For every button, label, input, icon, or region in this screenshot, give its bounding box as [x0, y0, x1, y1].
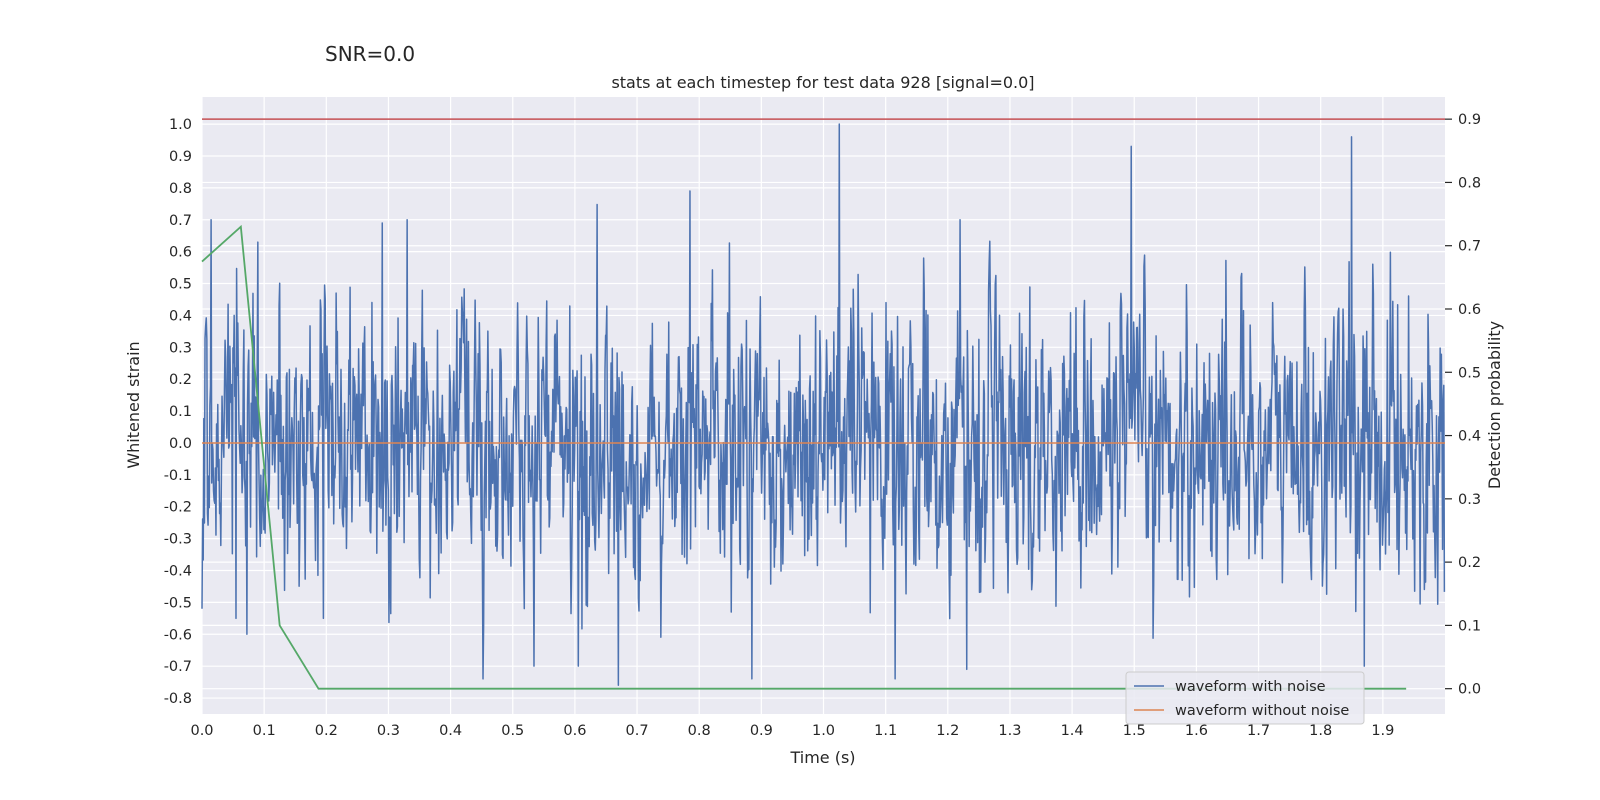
x-tick-label: 0.0	[190, 723, 213, 739]
legend: waveform with noise waveform without noi…	[1125, 671, 1365, 725]
y2-tick-label: 0.5	[1458, 365, 1481, 381]
legend-label-waveform-without-noise: waveform without noise	[1175, 703, 1349, 719]
y2-tick-label: 0.8	[1458, 175, 1481, 191]
y2-tick-label: 0.7	[1458, 239, 1481, 255]
y-tick-label: 0.8	[169, 181, 192, 197]
legend-label-waveform-with-noise: waveform with noise	[1175, 679, 1326, 695]
x-tick-label: 1.9	[1371, 723, 1394, 739]
x-tick-label: 1.8	[1309, 723, 1332, 739]
y2-tick-label: 0.6	[1458, 302, 1481, 318]
y-tick-label: -0.5	[164, 595, 192, 611]
y-tick-label: -0.2	[164, 500, 192, 516]
y-tick-label: 0.7	[169, 213, 192, 229]
x-tick-label: 1.4	[1061, 723, 1084, 739]
y-tick-label: -0.8	[164, 691, 192, 707]
plot-series	[201, 118, 1446, 690]
y-tick-label: 0.0	[169, 436, 192, 452]
x-tick-label: 0.1	[253, 723, 276, 739]
series-waveform-with-noise	[201, 123, 1446, 687]
x-axis-label: Time (s)	[789, 748, 855, 767]
y-tick-label: 0.2	[169, 372, 192, 388]
y-tick-label: 1.0	[169, 117, 192, 133]
x-tick-label: 0.9	[750, 723, 773, 739]
x-tick-label: 1.7	[1247, 723, 1270, 739]
x-tick-label: 1.3	[998, 723, 1021, 739]
y2-axis-label: Detection probability	[1485, 321, 1504, 489]
legend-box	[1125, 671, 1365, 725]
x-tick-label: 0.3	[377, 723, 400, 739]
y-tick-labels: 1.0 0.9 0.8 0.7 0.6 0.5 0.4 0.3 0.2 0.1 0.0 -0.1 -0.…	[164, 117, 192, 707]
y-tick-label: 0.3	[169, 340, 192, 356]
y2-tick-label: 0.4	[1458, 429, 1481, 445]
x-tick-label: 0.8	[688, 723, 711, 739]
y-axis-label: Whitened strain	[124, 341, 143, 468]
y-tick-label: -0.6	[164, 627, 192, 643]
y2-tick-label: 0.2	[1458, 555, 1481, 571]
y2-tick-label: 0.1	[1458, 618, 1481, 634]
x-tick-label: 0.7	[626, 723, 649, 739]
x-tick-label: 1.5	[1123, 723, 1146, 739]
y-tick-label: -0.3	[164, 532, 192, 548]
x-tick-label: 1.1	[874, 723, 897, 739]
x-tick-label: 0.6	[563, 723, 586, 739]
y2-tick-label: 0.9	[1458, 112, 1481, 128]
chart-title: stats at each timestep for test data 928…	[611, 73, 1034, 92]
y-tick-label: 0.9	[169, 149, 192, 165]
y-tick-label: 0.6	[169, 245, 192, 261]
x-tick-label: 1.6	[1185, 723, 1208, 739]
y-tick-label: -0.7	[164, 659, 192, 675]
figure-suptitle: SNR=0.0	[325, 42, 415, 66]
series-detection-probability	[201, 224, 1407, 690]
x-tick-labels: 0.0 0.1 0.2 0.3 0.4 0.5 0.6 0.7 0.8 0.9 1.0 1.1 1.2 1…	[190, 723, 1394, 739]
y2-tick-label: 0.0	[1458, 682, 1481, 698]
x-tick-label: 0.5	[501, 723, 524, 739]
y-tick-label: -0.1	[164, 468, 192, 484]
x-tick-label: 0.4	[439, 723, 462, 739]
y2-tick-labels: 0.9 0.8 0.7 0.6 0.5 0.4 0.3 0.2 0.1 0.0	[1458, 112, 1481, 698]
x-tick-label: 0.2	[315, 723, 338, 739]
x-tick-label: 1.2	[936, 723, 959, 739]
y-tick-label: 0.1	[169, 404, 192, 420]
y2-tick-label: 0.3	[1458, 492, 1481, 508]
y-tick-label: -0.4	[164, 564, 192, 580]
x-tick-label: 1.0	[812, 723, 835, 739]
y-tick-label: 0.4	[169, 308, 192, 324]
y-tick-label: 0.5	[169, 277, 192, 293]
